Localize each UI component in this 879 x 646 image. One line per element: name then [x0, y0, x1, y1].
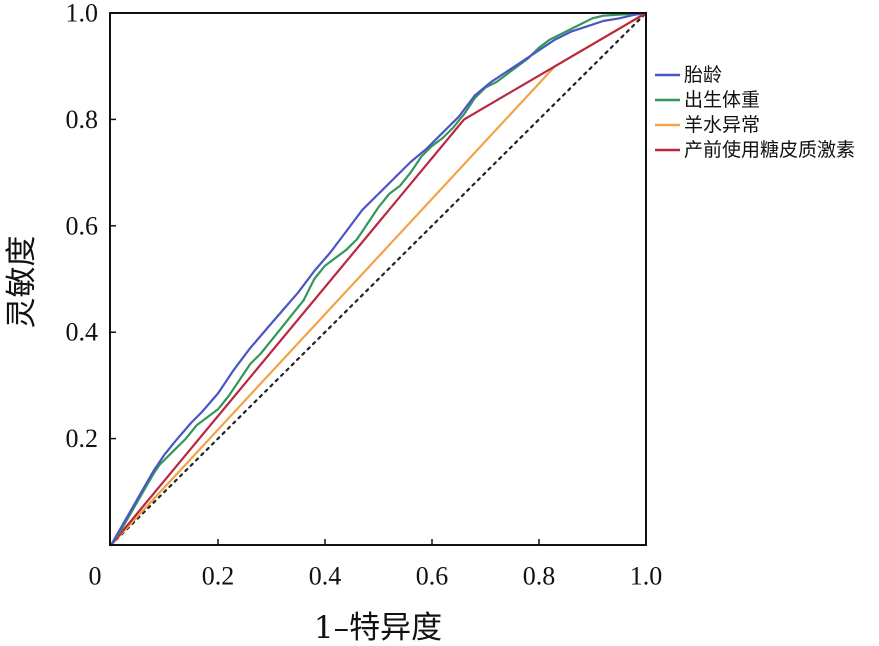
roc-curve-birth-weight: [109, 11, 648, 547]
x-axis-title: 1–特异度: [314, 610, 442, 646]
legend-label: 胎龄: [684, 64, 722, 86]
legend-item: 产前使用糖皮质激素: [655, 139, 855, 161]
axis-ticks: [110, 118, 540, 545]
legend-label: 产前使用糖皮质激素: [684, 139, 855, 161]
x-tick-label: 0.8: [523, 562, 556, 591]
y-tick-label: 0.2: [66, 424, 99, 453]
legend-label: 出生体重: [684, 89, 760, 111]
x-tick-label: 0.4: [309, 562, 342, 591]
y-tick-label: 0.6: [66, 211, 99, 240]
x-tick-label: 1.0: [630, 562, 663, 591]
legend-item: 出生体重: [655, 89, 760, 111]
y-tick-label: 1.0: [66, 0, 99, 28]
x-tick-labels: 0 0.2 0.4 0.6 0.8 1.0: [89, 562, 663, 591]
legend-item: 羊水异常: [655, 114, 760, 136]
series-layer: [109, 11, 648, 547]
legend-item: 胎龄: [655, 64, 722, 86]
x-tick-label: 0.6: [416, 562, 449, 591]
x-tick-label: 0: [89, 562, 102, 591]
plot-frame: [109, 12, 647, 546]
roc-curve-gestational-age: [109, 11, 648, 547]
y-tick-label: 0.8: [66, 105, 99, 134]
y-axis-title: 灵敏度: [4, 236, 40, 329]
y-tick-labels: 0.2 0.4 0.6 0.8 1.0: [66, 0, 99, 453]
y-tick-label: 0.4: [66, 318, 99, 347]
reference-diagonal-line: [109, 11, 648, 547]
reference-line-layer: [109, 11, 648, 547]
x-tick-label: 0.2: [202, 562, 235, 591]
legend-label: 羊水异常: [684, 114, 760, 136]
roc-curve-antenatal-corticosteroids: [109, 11, 648, 547]
